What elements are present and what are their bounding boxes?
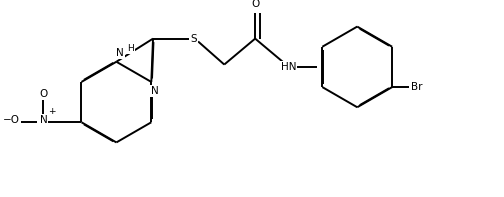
Text: N: N <box>116 48 124 58</box>
Text: +: + <box>48 107 55 116</box>
Text: N: N <box>40 115 47 125</box>
Text: N: N <box>151 86 159 96</box>
Text: O: O <box>251 0 260 9</box>
Text: S: S <box>190 34 197 44</box>
Text: −O: −O <box>3 115 20 125</box>
Text: H: H <box>127 44 134 53</box>
Text: O: O <box>39 89 47 99</box>
Text: HN: HN <box>281 62 296 72</box>
Text: Br: Br <box>411 82 423 92</box>
